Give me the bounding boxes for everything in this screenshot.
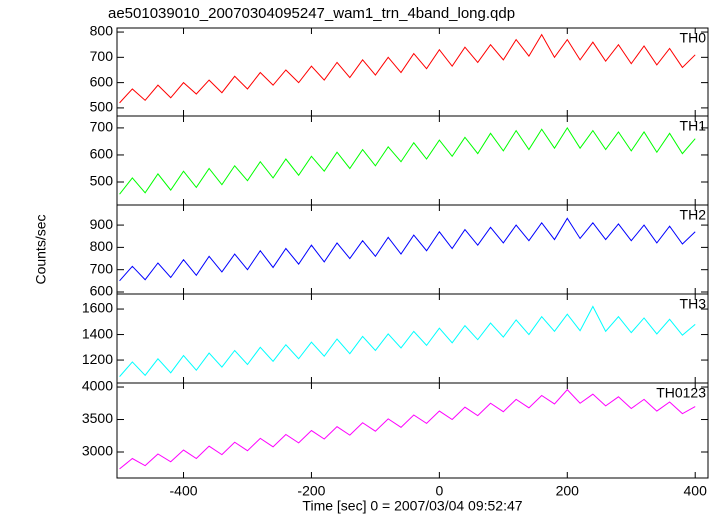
x-tick-label: -200 xyxy=(297,483,325,499)
data-line xyxy=(119,33,696,104)
y-tick-label: 1600 xyxy=(82,300,113,316)
x-axis-label: Time [sec] 0 = 2007/03/04 09:52:47 xyxy=(302,498,522,514)
data-line xyxy=(119,217,696,282)
y-tick-label: 4000 xyxy=(82,378,113,394)
y-tick-label: 1400 xyxy=(82,325,113,341)
panel-frame xyxy=(116,382,709,479)
y-tick-label: 800 xyxy=(90,238,114,254)
data-line xyxy=(119,126,696,195)
x-tick-label: 0 xyxy=(435,483,443,499)
y-tick-label: 700 xyxy=(90,260,114,276)
data-line xyxy=(119,305,696,377)
x-tick-label: 200 xyxy=(556,483,580,499)
y-tick-label: 1200 xyxy=(82,351,113,367)
x-tick-label: 400 xyxy=(684,483,708,499)
y-tick-label: 900 xyxy=(90,216,114,232)
y-tick-label: 800 xyxy=(90,23,114,39)
y-tick-label: 600 xyxy=(90,73,114,89)
y-tick-label: 600 xyxy=(90,283,114,299)
series-label: TH2 xyxy=(680,207,707,223)
series-label: TH3 xyxy=(680,296,707,312)
y-tick-label: 700 xyxy=(90,119,114,135)
y-tick-label: 700 xyxy=(90,48,114,64)
y-axis-label: Counts/sec xyxy=(33,214,49,284)
data-line xyxy=(119,388,696,470)
chart-title: ae501039010_20070304095247_wam1_trn_4ban… xyxy=(108,5,515,22)
y-tick-label: 500 xyxy=(90,173,114,189)
series-label: TH1 xyxy=(680,118,707,134)
y-tick-label: 3000 xyxy=(82,443,113,459)
y-tick-label: 500 xyxy=(90,99,114,115)
x-tick-label: -400 xyxy=(170,483,198,499)
y-tick-label: 3500 xyxy=(82,410,113,426)
series-label: TH0 xyxy=(680,30,707,46)
series-label: TH0123 xyxy=(656,385,706,401)
y-tick-label: 600 xyxy=(90,146,114,162)
